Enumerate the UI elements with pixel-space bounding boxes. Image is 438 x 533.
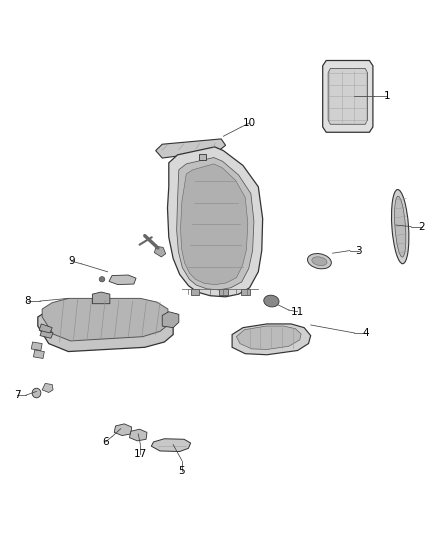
Text: 1: 1: [384, 91, 390, 101]
Polygon shape: [151, 439, 191, 451]
Polygon shape: [155, 139, 226, 158]
Polygon shape: [191, 289, 199, 295]
Polygon shape: [219, 289, 228, 295]
Ellipse shape: [395, 196, 406, 257]
Text: 10: 10: [243, 118, 256, 128]
Polygon shape: [328, 68, 367, 124]
Polygon shape: [92, 292, 110, 304]
Polygon shape: [40, 329, 53, 338]
Polygon shape: [33, 350, 44, 359]
Polygon shape: [232, 324, 311, 355]
Ellipse shape: [312, 257, 327, 265]
Polygon shape: [42, 383, 53, 392]
Polygon shape: [31, 342, 42, 351]
Polygon shape: [162, 312, 179, 328]
Text: 2: 2: [419, 222, 425, 232]
Polygon shape: [237, 326, 301, 350]
Polygon shape: [42, 298, 168, 341]
Polygon shape: [199, 154, 206, 160]
Polygon shape: [114, 424, 132, 435]
Polygon shape: [177, 158, 254, 290]
Polygon shape: [241, 289, 250, 295]
Text: 17: 17: [134, 449, 147, 458]
Polygon shape: [167, 147, 263, 297]
Text: 7: 7: [14, 390, 21, 400]
Polygon shape: [109, 275, 136, 285]
Text: 6: 6: [102, 437, 109, 447]
Ellipse shape: [99, 277, 105, 282]
Text: 3: 3: [355, 246, 362, 255]
Ellipse shape: [392, 190, 409, 264]
Text: 5: 5: [179, 466, 185, 476]
Ellipse shape: [264, 295, 279, 307]
Polygon shape: [39, 324, 52, 333]
Polygon shape: [323, 61, 373, 132]
Ellipse shape: [307, 254, 331, 269]
Polygon shape: [38, 305, 173, 352]
Text: 9: 9: [68, 256, 75, 266]
Text: 4: 4: [362, 328, 369, 338]
Text: 8: 8: [25, 296, 31, 306]
Text: 11: 11: [291, 306, 304, 317]
Polygon shape: [180, 164, 248, 285]
Polygon shape: [130, 429, 147, 441]
Ellipse shape: [32, 388, 41, 398]
Polygon shape: [154, 246, 166, 257]
